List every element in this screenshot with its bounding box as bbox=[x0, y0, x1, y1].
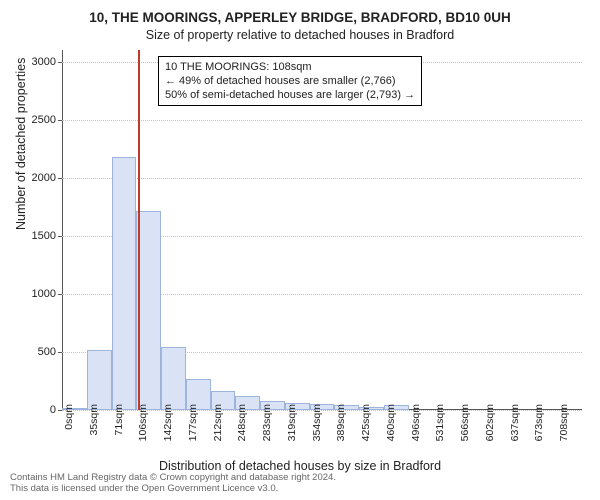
y-tick-label: 1000 bbox=[16, 288, 56, 300]
x-tick-label: 460sqm bbox=[385, 404, 397, 441]
x-tick-label: 248sqm bbox=[236, 404, 248, 441]
chart-subtitle: Size of property relative to detached ho… bbox=[0, 25, 600, 42]
y-tick-mark bbox=[58, 236, 62, 237]
footer-text: Contains HM Land Registry data © Crown c… bbox=[10, 473, 336, 494]
annotation-line-3: 50% of semi-detached houses are larger (… bbox=[165, 88, 415, 102]
x-tick-label: 531sqm bbox=[434, 404, 446, 441]
x-tick-label: 283sqm bbox=[261, 404, 273, 441]
annotation-line-2: ← 49% of detached houses are smaller (2,… bbox=[165, 74, 415, 88]
x-tick-label: 0sqm bbox=[63, 404, 75, 430]
x-tick-label: 354sqm bbox=[311, 404, 323, 441]
footer-line-2: This data is licensed under the Open Gov… bbox=[10, 484, 336, 494]
x-tick-label: 71sqm bbox=[113, 404, 125, 436]
y-axis-label: Number of detached properties bbox=[14, 58, 28, 230]
x-tick-label: 425sqm bbox=[360, 404, 372, 441]
x-tick-label: 177sqm bbox=[187, 404, 199, 441]
y-tick-mark bbox=[58, 178, 62, 179]
annotation-box: 10 THE MOORINGS: 108sqm ← 49% of detache… bbox=[158, 56, 422, 106]
annotation-line-1: 10 THE MOORINGS: 108sqm bbox=[165, 60, 415, 74]
bar bbox=[161, 347, 186, 410]
y-tick-mark bbox=[58, 294, 62, 295]
x-axis-label: Distribution of detached houses by size … bbox=[0, 459, 600, 473]
x-tick-label: 35sqm bbox=[88, 404, 100, 436]
x-tick-label: 319sqm bbox=[286, 404, 298, 441]
x-tick-label: 496sqm bbox=[410, 404, 422, 441]
y-tick-mark bbox=[58, 410, 62, 411]
bar bbox=[136, 211, 161, 410]
y-axis-line bbox=[62, 50, 63, 410]
chart-container: 10, THE MOORINGS, APPERLEY BRIDGE, BRADF… bbox=[0, 0, 600, 500]
x-tick-label: 566sqm bbox=[459, 404, 471, 441]
x-tick-label: 602sqm bbox=[484, 404, 496, 441]
chart-title: 10, THE MOORINGS, APPERLEY BRIDGE, BRADF… bbox=[0, 0, 600, 25]
x-tick-label: 212sqm bbox=[212, 404, 224, 441]
x-tick-label: 142sqm bbox=[162, 404, 174, 441]
x-tick-label: 389sqm bbox=[335, 404, 347, 441]
gridline bbox=[62, 178, 582, 179]
y-tick-mark bbox=[58, 120, 62, 121]
x-tick-label: 673sqm bbox=[533, 404, 545, 441]
x-tick-label: 708sqm bbox=[558, 404, 570, 441]
y-tick-mark bbox=[58, 352, 62, 353]
bar bbox=[87, 350, 112, 410]
marker-line bbox=[138, 50, 140, 410]
x-tick-label: 637sqm bbox=[509, 404, 521, 441]
y-tick-label: 0 bbox=[16, 404, 56, 416]
gridline bbox=[62, 120, 582, 121]
y-tick-label: 500 bbox=[16, 346, 56, 358]
footer-line-1: Contains HM Land Registry data © Crown c… bbox=[10, 473, 336, 483]
y-tick-label: 1500 bbox=[16, 230, 56, 242]
bar bbox=[112, 157, 137, 410]
y-tick-mark bbox=[58, 62, 62, 63]
